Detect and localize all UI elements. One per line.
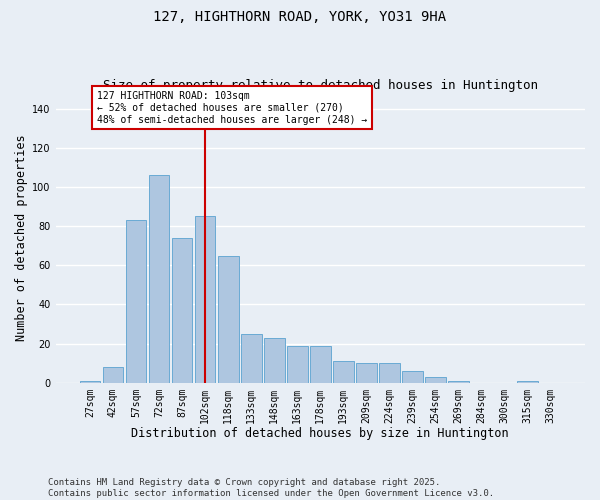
- Bar: [310, 346, 331, 383]
- Bar: [287, 346, 308, 383]
- Bar: [264, 338, 284, 382]
- Bar: [103, 367, 124, 382]
- Bar: [402, 371, 423, 382]
- Y-axis label: Number of detached properties: Number of detached properties: [15, 134, 28, 342]
- Bar: [172, 238, 193, 382]
- Bar: [379, 363, 400, 382]
- Title: Size of property relative to detached houses in Huntington: Size of property relative to detached ho…: [103, 79, 538, 92]
- Text: 127 HIGHTHORN ROAD: 103sqm
← 52% of detached houses are smaller (270)
48% of sem: 127 HIGHTHORN ROAD: 103sqm ← 52% of deta…: [97, 92, 367, 124]
- Bar: [149, 176, 169, 382]
- Bar: [356, 363, 377, 382]
- Bar: [517, 381, 538, 382]
- Text: 127, HIGHTHORN ROAD, YORK, YO31 9HA: 127, HIGHTHORN ROAD, YORK, YO31 9HA: [154, 10, 446, 24]
- Bar: [80, 381, 100, 382]
- Bar: [218, 256, 239, 382]
- Bar: [333, 361, 353, 382]
- Bar: [195, 216, 215, 382]
- X-axis label: Distribution of detached houses by size in Huntington: Distribution of detached houses by size …: [131, 427, 509, 440]
- Bar: [241, 334, 262, 382]
- Text: Contains HM Land Registry data © Crown copyright and database right 2025.
Contai: Contains HM Land Registry data © Crown c…: [48, 478, 494, 498]
- Bar: [425, 377, 446, 382]
- Bar: [125, 220, 146, 382]
- Bar: [448, 381, 469, 382]
